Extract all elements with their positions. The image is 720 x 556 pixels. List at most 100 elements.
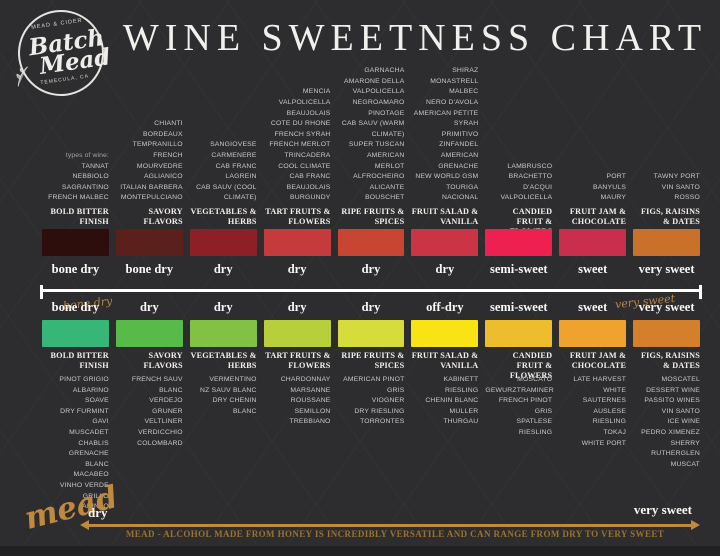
flavor-header: VEGETABLES & HERBS [190,351,257,370]
mead-dry-label: dry [88,505,108,520]
wine-name: AGLIANICO [143,173,183,181]
flavor-column-red: LAMBRUSCO BRACHETTO D'ACQUI VALPOLICELLA CAN… [485,58,553,282]
wine-name: CLIMATE) [223,194,257,202]
wine-name: CAB FRANC [215,162,257,170]
red-sweetness-swatch [42,229,109,256]
flavor-header: CANDIED FRUIT & FLOWERS [510,207,553,236]
wine-name: VIOGNER [371,397,405,405]
wine-name: LATE HARVEST [573,376,627,383]
white-sweetness-label: dry [287,300,307,314]
wine-name: CLIMATE) [371,130,405,138]
wine-name: GRUNER [152,407,183,415]
wine-name: LAGREIN [225,173,257,181]
wine-name: ROSSO [674,194,700,202]
wine-name: DRY CHENIN [212,397,257,405]
wine-name: AMARONE DELLA [344,77,405,85]
wine-name: RIESLING [592,418,627,426]
wine-name: VINHO VERDE [59,481,109,489]
wine-name: BOUSCHET [365,194,405,202]
white-wine-list: AMERICAN PINOT GRIS VIOGNER DRY RIESLING TOR… [338,375,405,428]
wine-name: MOURVEDRE [136,162,183,170]
wine-name: CHABLIS [78,439,109,447]
wine-name: ITALIAN BARBERA [120,183,183,191]
leaf-sprig-icon [13,65,33,94]
wine-name: SAGRANTINO [61,183,109,191]
wine-name: VALPOLICELLA [352,88,405,96]
wine-name: NACIONAL [441,194,479,202]
red-sweetness-label: sweet [578,262,608,276]
flavor-header: VEGETABLES & HERBS [190,207,257,226]
wine-name: ZINFANDEL [439,141,479,149]
wine-name: MENCIA [302,88,331,96]
flavor-column-red: types of wine: TANNAT NEBBIOLO SAGRANTINO FR… [42,58,109,282]
white-sweetness-label: off-dry [426,300,464,314]
flavor-column-red: SHIRAZ MONASTRELL MALBEC NERO D'AVOLA AMERIC… [411,58,479,282]
wine-name: SHERRY [670,439,700,447]
wine-name: BLANC [159,386,183,394]
sweetness-axis: bone dry very sweet [40,285,702,313]
white-sweetness-label: sweet [578,300,608,314]
wine-name: TANNAT [81,162,109,170]
white-sweetness-label: bone dry [51,300,100,314]
flavor-header: FRUIT SALAD & VANILLA [411,351,479,370]
wine-name: NZ SAUV BLANC [200,386,257,394]
wine-name: BURGUNDY [290,194,331,202]
wine-name: MOSCATEL [661,376,700,383]
wine-name: MERLOT [374,162,405,170]
wine-name: KABINETT [443,376,479,383]
wine-name: ICE WINE [667,418,700,426]
white-sweetness-swatch [189,320,257,347]
wine-name: BLANC [85,460,109,468]
wine-name: AMERICAN PETITE [413,109,479,117]
flavor-column-white: sweet FRUIT JAM & CHOCOLATE LATE HARVEST WH… [559,300,627,513]
wine-name: MONASTRELL [430,77,479,85]
wine-name: THURGAU [443,418,479,426]
red-sweetness-swatch [411,229,479,256]
wine-name: VERDEJO [149,397,183,405]
flavor-header: FRUIT JAM & CHOCOLATE [569,351,627,370]
red-sweetness-swatch [263,229,331,256]
wine-name: RIESLING [518,428,553,436]
flavor-column-red: CHIANTI BORDEAUX TEMPRANILLO FRENCH MOURVEDR… [115,58,183,282]
red-wine-list: SHIRAZ MONASTRELL MALBEC NERO D'AVOLA AMERIC… [411,58,478,204]
wine-name: ARINTO [82,503,109,511]
wine-name: PINOT GRIGIO [59,376,109,383]
wine-name: GRIS [387,386,405,394]
wine-name: CAB FRANC [289,173,331,181]
wine-name: BLANC [232,407,257,415]
wine-name: BEAUJOLAIS [286,183,331,191]
wine-name: MAURY [600,194,627,202]
wine-name: FRENCH MALBEC [48,194,109,202]
wine-name: SANGIOVESE [210,141,257,149]
flavor-header: TART FRUITS & FLOWERS [265,207,331,226]
wine-name: TEMPRANILLO [132,141,183,149]
wine-name: VIN SANTO [661,407,700,415]
wine-name: COTE DU RHONE [270,120,331,128]
white-wine-section: bone dry BOLD BITTER FINISH PINOT GRIGIO AL… [42,300,700,513]
red-wine-list: MENCIA VALPOLICELLA BEAUJOLAIS COTE DU RHON… [264,58,331,204]
wine-name: TOURIGA [446,183,479,191]
flavor-column-white: dry TART FRUITS & FLOWERS CHARDONNAY MARSAN… [263,300,331,513]
wine-name: AMERICAN [366,152,405,160]
wine-name: MACABEO [73,471,109,479]
flavor-column-white: dry SAVORY FLAVORS FRENCH SAUV BLANC VERDEJO… [115,300,183,513]
wine-name: BEAUJOLAIS [286,109,331,117]
wine-name: SOAVE [84,397,109,405]
white-sweetness-swatch [42,320,109,347]
wine-name: FRENCH SYRAH [274,130,331,138]
white-wine-list: MOSCATO GEWURZTRAMINER FRENCH PINOT GRIS SPA… [485,375,553,439]
wine-name: VERDICCHIO [138,428,183,436]
red-sweetness-swatch [633,229,700,256]
types-of-wine-label: types of wine: [65,152,109,160]
wine-name: LAMBRUSCO [507,162,553,170]
white-sweetness-swatch [115,320,183,347]
wine-name: WHITE [603,386,627,394]
red-sweetness-label: dry [213,262,233,276]
wine-name: TRINCADERA [284,152,331,160]
red-sweetness-swatch [337,229,405,256]
mead-very-sweet-label: very sweet [633,502,692,517]
wine-name: VELTLINER [144,418,183,426]
flavor-header: CANDIED FRUIT & FLOWERS [509,351,553,380]
flavor-column-red: MENCIA VALPOLICELLA BEAUJOLAIS COTE DU RHON… [263,58,331,282]
